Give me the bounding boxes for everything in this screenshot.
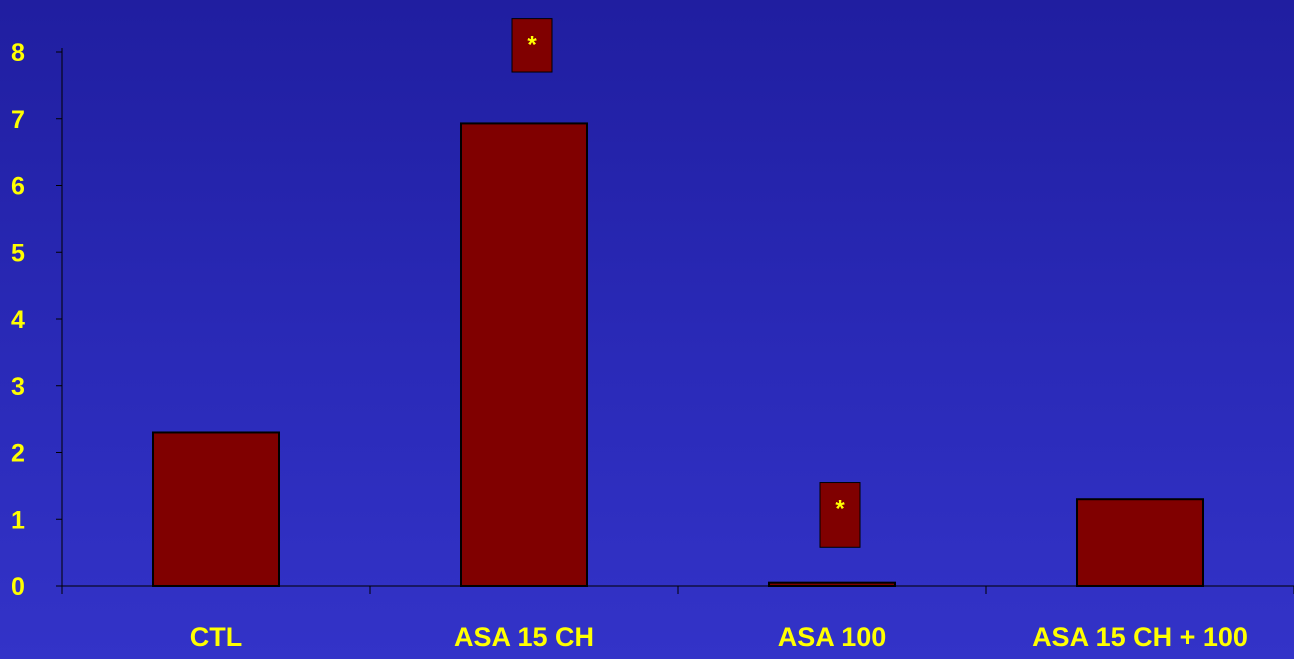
bar [460, 122, 588, 588]
y-tick-label: 0 [11, 573, 25, 601]
significance-asterisk: * [835, 496, 845, 523]
y-tick-label: 1 [11, 506, 25, 534]
y-tick-label: 7 [11, 106, 25, 134]
x-tick-label: ASA 15 CH + 100 [1032, 622, 1248, 652]
y-tick-label: 2 [11, 440, 25, 468]
y-tick-label: 6 [11, 173, 25, 201]
bar [152, 431, 280, 587]
significance-asterisk: * [527, 32, 537, 59]
x-tick-label: ASA 15 CH [454, 622, 594, 652]
y-tick-label: 5 [11, 239, 25, 267]
bar [768, 581, 896, 587]
y-tick-label: 3 [11, 373, 25, 401]
significance-box [511, 18, 553, 73]
bar [1076, 498, 1204, 588]
y-tick-label: 8 [11, 39, 25, 67]
significance-box [819, 482, 861, 548]
x-tick-label: ASA 100 [778, 622, 887, 652]
y-tick-label: 4 [11, 306, 25, 334]
x-tick-label: CTL [190, 622, 242, 652]
